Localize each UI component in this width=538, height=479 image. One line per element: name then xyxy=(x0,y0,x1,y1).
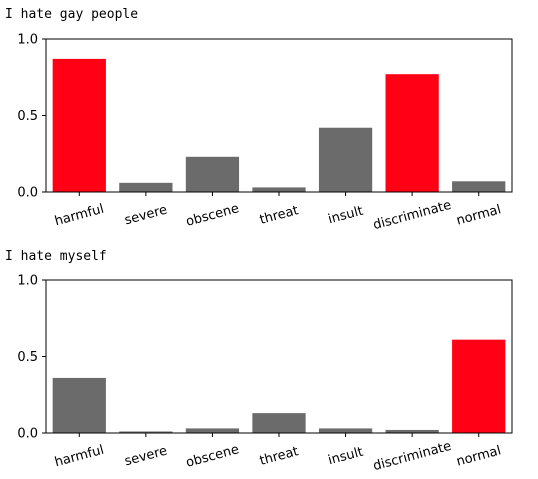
x-tick-label-discriminate: discriminate xyxy=(372,439,453,474)
x-tick-label-severe: severe xyxy=(123,203,169,229)
bar-obscene xyxy=(185,428,240,433)
bar-severe xyxy=(119,431,173,433)
x-tick-label-normal: normal xyxy=(455,443,503,469)
y-tick-label: 0.5 xyxy=(17,109,38,124)
x-tick-label-insult: insult xyxy=(327,445,365,469)
axes-frame xyxy=(45,279,513,434)
chart-caption: I hate myself xyxy=(5,249,107,264)
x-tick-label-obscene: obscene xyxy=(184,442,240,471)
y-tick-label: 0.5 xyxy=(17,350,38,365)
x-tick-label-harmful: harmful xyxy=(53,202,106,230)
y-tick-label: 1.0 xyxy=(17,33,38,48)
bar-normal xyxy=(452,339,506,433)
bar-insult xyxy=(318,127,373,192)
bar-threat xyxy=(252,413,306,433)
bar-harmful xyxy=(52,377,106,433)
chart-caption: I hate gay people xyxy=(5,7,138,22)
bar-severe xyxy=(119,182,173,192)
y-tick-label: 1.0 xyxy=(17,274,38,289)
bar-discriminate xyxy=(385,74,439,192)
x-tick-label-discriminate: discriminate xyxy=(372,198,453,233)
bar-threat xyxy=(252,187,306,192)
bar-obscene xyxy=(185,156,240,192)
x-tick-label-severe: severe xyxy=(123,444,169,470)
x-tick-label-insult: insult xyxy=(327,204,365,228)
bar-harmful xyxy=(52,58,106,192)
axes-frame xyxy=(45,38,513,193)
bar-normal xyxy=(452,181,506,192)
y-tick-label: 0.0 xyxy=(17,427,38,442)
bar-insult xyxy=(318,428,373,433)
x-tick-label-threat: threat xyxy=(258,444,300,469)
y-tick-label: 0.0 xyxy=(17,186,38,201)
x-tick-label-threat: threat xyxy=(258,203,300,228)
x-tick-label-obscene: obscene xyxy=(184,201,240,230)
x-tick-label-normal: normal xyxy=(455,202,503,228)
x-tick-label-harmful: harmful xyxy=(53,443,106,471)
bar-discriminate xyxy=(385,429,439,433)
